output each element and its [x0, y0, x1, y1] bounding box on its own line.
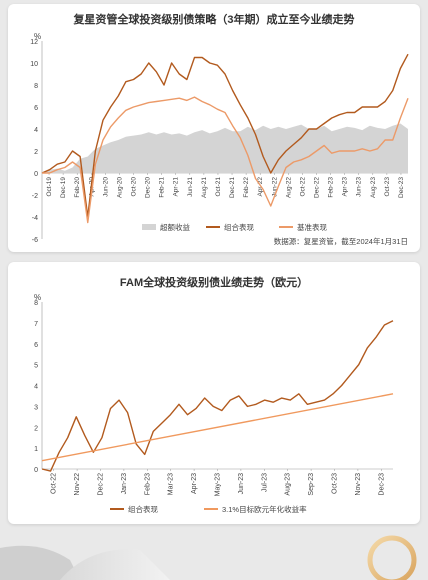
x-tick-label: Sep-23 — [308, 473, 315, 496]
chart-card-2: FAM全球投资级别债业绩走势（欧元） % 0 1 2 3 4 5 6 7 8 Oct-22 Nov-2… — [8, 262, 420, 524]
x-tick-label: Aug-21 — [201, 177, 208, 198]
x-tick-label: Oct-23 — [384, 177, 391, 197]
y-tick-label: 6 — [34, 342, 38, 349]
y-tick-label: 10 — [30, 61, 38, 68]
y-tick-label: 4 — [34, 127, 38, 134]
y-axis-unit: % — [34, 32, 41, 41]
x-tick-label: Dec-21 — [229, 177, 236, 198]
x-tick-label: Feb-21 — [159, 177, 166, 198]
y-tick-label: -4 — [32, 215, 38, 222]
x-tick-label: Feb-23 — [144, 473, 151, 495]
legend-swatch-0 — [142, 224, 156, 230]
y-tick-label: 4 — [34, 384, 38, 391]
series-line-1 — [41, 393, 394, 462]
x-tick-label: Jul-23 — [261, 473, 268, 492]
y-tick-label: 6 — [34, 105, 38, 112]
legend-label-0: 组合表现 — [128, 504, 158, 514]
x-tick-label: Feb-23 — [328, 177, 335, 198]
legend-label-1: 3.1%目标欧元年化收益率 — [222, 504, 307, 514]
chart-1-title: 复星资管全球投资级别债策略（3年期）成立至今业绩走势 — [73, 14, 355, 26]
x-tick-label: Jan-23 — [121, 473, 128, 495]
chart-card-1: 复星资管全球投资级别债策略（3年期）成立至今业绩走势 % -6 -4 -2 0 2 4 6 8 1… — [8, 4, 420, 252]
x-tick-label: Oct-21 — [215, 177, 222, 197]
x-tick-label: Feb-20 — [74, 177, 81, 198]
x-tick-label: Oct-22 — [51, 473, 58, 494]
x-tick-label: Oct-19 — [46, 177, 53, 197]
y-tick-label: -2 — [32, 193, 38, 200]
y-axis-unit: % — [34, 293, 41, 302]
y-tick-label: 8 — [34, 83, 38, 90]
legend-label-2: 基准表现 — [297, 222, 327, 232]
x-tick-label: Dec-23 — [398, 177, 405, 198]
y-tick-label: 7 — [34, 321, 38, 328]
x-tick-label: Oct-20 — [131, 177, 138, 197]
source-note: 数据源：复星资管，截至2024年1月31日 — [274, 236, 408, 246]
y-tick-label: 3 — [34, 404, 38, 411]
decorative-footer — [0, 535, 417, 580]
y-tick-label: 2 — [34, 149, 38, 156]
y-tick-label: 8 — [34, 300, 38, 307]
x-tick-label: Jun-22 — [271, 177, 278, 197]
x-tick-label: Aug-23 — [285, 473, 292, 496]
x-tick-label: Mar-23 — [168, 473, 175, 495]
x-tick-label: Aug-23 — [370, 177, 377, 198]
chart-2-canvas: % 0 1 2 3 4 5 6 7 8 Oct-22 Nov-22 Dec-22 Jan-23 Feb-23… — [34, 293, 394, 514]
x-tick-label: Jun-23 — [356, 177, 363, 197]
series-area-0 — [42, 123, 408, 173]
y-tick-label: 12 — [30, 39, 38, 46]
x-tick-label: Feb-22 — [243, 177, 250, 198]
y-tick-label: 5 — [34, 363, 38, 370]
series-line-2 — [42, 96, 409, 224]
series-line-0 — [41, 320, 394, 472]
y-tick-label: 2 — [34, 425, 38, 432]
legend-label-1: 组合表现 — [224, 222, 254, 232]
y-tick-label: 0 — [34, 467, 38, 474]
x-tick-label: Oct-22 — [299, 177, 306, 197]
x-tick-label: Nov-23 — [355, 473, 362, 496]
y-tick-label: -6 — [32, 237, 38, 244]
x-tick-label: Dec-22 — [314, 177, 321, 198]
x-tick-label: Nov-22 — [74, 473, 81, 496]
chart-2-title: FAM全球投资级别债业绩走势（欧元） — [119, 277, 309, 289]
x-tick-label: Dec-23 — [378, 473, 385, 496]
y-tick-label: 0 — [34, 171, 38, 178]
x-tick-label: Dec-19 — [60, 177, 67, 198]
legend-label-0: 超额收益 — [160, 222, 190, 232]
x-tick-label: May-23 — [215, 473, 222, 496]
x-tick-label: Dec-20 — [145, 177, 152, 198]
x-tick-label: Jun-23 — [238, 473, 245, 495]
x-tick-label: Apr-21 — [173, 177, 180, 197]
x-tick-label: Aug-20 — [116, 177, 123, 198]
x-tick-label: Apr-23 — [191, 473, 198, 494]
x-tick-label: Jun-20 — [102, 177, 109, 197]
y-tick-label: 1 — [34, 446, 38, 453]
x-tick-label: Oct-23 — [332, 473, 339, 494]
x-tick-label: Aug-22 — [285, 177, 292, 198]
series-line-1 — [41, 53, 409, 218]
x-tick-label: Dec-22 — [98, 473, 105, 496]
x-tick-label: Jun-21 — [187, 177, 194, 197]
x-tick-label: Apr-23 — [342, 177, 349, 197]
